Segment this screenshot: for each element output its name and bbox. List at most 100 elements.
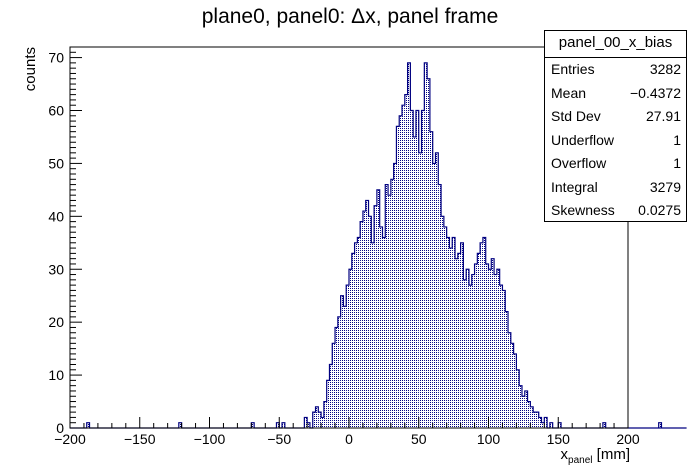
histogram-bar xyxy=(468,285,472,428)
y-tick-label: 0 xyxy=(56,420,64,436)
stats-label: Mean xyxy=(551,84,587,101)
stats-row: Overflow 1 xyxy=(545,152,686,176)
stats-label: Entries xyxy=(551,61,595,77)
histogram-bar xyxy=(435,152,439,429)
stats-row: Mean −0.4372 xyxy=(545,82,686,106)
histogram-bar xyxy=(466,269,469,428)
stats-value: 1 xyxy=(673,155,681,171)
x-tick-label: 50 xyxy=(411,431,427,447)
histogram-bar xyxy=(374,205,377,428)
histogram-bar xyxy=(332,343,336,428)
y-tick-label: 10 xyxy=(48,367,64,383)
histogram-bar xyxy=(368,216,372,428)
histogram-bar xyxy=(441,216,444,428)
histogram-bar xyxy=(519,385,522,428)
stats-label: Std Dev xyxy=(551,108,601,124)
stats-box: panel_00_x_bias Entries 3282 Mean −0.4372 St… xyxy=(544,30,687,222)
histogram-bar xyxy=(516,369,520,428)
histogram-bar xyxy=(544,417,548,428)
histogram-bar xyxy=(541,422,545,428)
y-tick-label: 70 xyxy=(48,50,64,66)
chart-title: plane0, panel0: Δx, panel frame xyxy=(202,5,499,28)
x-axis: −200 −150 −100 −50 0 50 100 150 200 xyxy=(54,417,640,447)
stats-row: Integral 3279 xyxy=(545,176,686,200)
histogram-bar xyxy=(382,237,386,428)
histogram-bar xyxy=(251,422,255,428)
y-tick-label: 60 xyxy=(48,103,64,119)
histogram-bar xyxy=(457,253,461,428)
histogram-bar xyxy=(282,422,285,428)
x-axis-label-subscript: panel xyxy=(568,455,592,466)
histogram-bar xyxy=(480,242,483,428)
stats-rows: Entries 3282 Mean −0.4372 Std Dev 27.91 Underf… xyxy=(545,58,686,223)
histogram-bar xyxy=(357,237,361,428)
histogram-bar xyxy=(318,412,322,428)
histogram-bar xyxy=(538,417,542,428)
y-tick-label: 40 xyxy=(48,208,64,224)
stats-value: 3282 xyxy=(649,61,681,77)
histogram-bar xyxy=(390,179,394,428)
histogram-bar xyxy=(399,115,403,429)
histogram-bar xyxy=(505,311,509,428)
histogram-bar xyxy=(371,242,375,428)
histogram-bar xyxy=(502,290,506,428)
histogram-bar xyxy=(415,110,419,428)
histogram-bar xyxy=(276,422,280,428)
histogram-bar xyxy=(533,412,536,428)
histogram-bar xyxy=(388,195,391,428)
x-tick-label: −150 xyxy=(124,431,156,447)
y-axis: 0 10 20 30 40 50 60 70 xyxy=(48,46,82,436)
histogram-bar xyxy=(446,237,450,428)
histogram-bar xyxy=(326,380,330,428)
y-tick-label: 20 xyxy=(48,314,64,330)
histogram-bar xyxy=(482,237,486,428)
histogram-bar xyxy=(429,131,433,428)
x-tick-label: −200 xyxy=(54,431,86,447)
histogram-bar xyxy=(396,126,400,428)
stats-value: 3279 xyxy=(649,178,681,195)
histogram-bar xyxy=(443,226,447,428)
histogram-bar xyxy=(496,269,500,428)
stats-row: Std Dev 27.91 xyxy=(545,105,686,129)
histogram-bar xyxy=(321,417,324,428)
stats-row: Entries 3282 xyxy=(545,58,686,82)
histogram-bar xyxy=(360,221,363,428)
histogram-bar xyxy=(178,422,182,428)
histogram-bar xyxy=(494,274,497,428)
histogram-bar xyxy=(438,184,442,428)
histogram-bar xyxy=(335,327,338,428)
histogram-bar xyxy=(452,237,456,428)
histogram-bar xyxy=(379,226,383,428)
histogram-bar xyxy=(530,406,534,428)
histogram-bar xyxy=(413,136,416,429)
histogram-bar xyxy=(488,269,492,428)
histogram-bar xyxy=(521,396,525,428)
histogram-bar xyxy=(474,263,478,428)
histogram-bar xyxy=(329,364,333,428)
histogram-bar xyxy=(385,184,389,428)
histogram-bar xyxy=(535,412,539,428)
histogram-bar xyxy=(424,62,428,428)
x-tick-label: 0 xyxy=(345,431,353,447)
histogram-bar xyxy=(658,422,662,428)
histogram-bar xyxy=(455,258,458,428)
histogram-bar xyxy=(432,163,436,428)
histogram-bar xyxy=(337,316,341,428)
histogram-bar xyxy=(460,242,464,428)
histogram-bar xyxy=(340,295,344,428)
histogram-bar xyxy=(513,353,517,428)
histogram-bar xyxy=(312,412,316,428)
histogram-bar xyxy=(304,417,308,428)
stats-label: Underflow xyxy=(551,131,615,148)
x-tick-label: −100 xyxy=(194,431,226,447)
histogram-bar xyxy=(477,253,481,428)
x-tick-label: 200 xyxy=(616,431,640,447)
stats-row: Underflow 1 xyxy=(545,129,686,153)
histogram-bar xyxy=(407,62,411,428)
histogram-bar xyxy=(510,343,514,428)
histogram-bar xyxy=(343,306,347,428)
histogram-bar xyxy=(354,242,358,428)
stats-value: 0.0275 xyxy=(638,202,681,218)
x-axis-label-unit: [mm] xyxy=(593,446,631,463)
